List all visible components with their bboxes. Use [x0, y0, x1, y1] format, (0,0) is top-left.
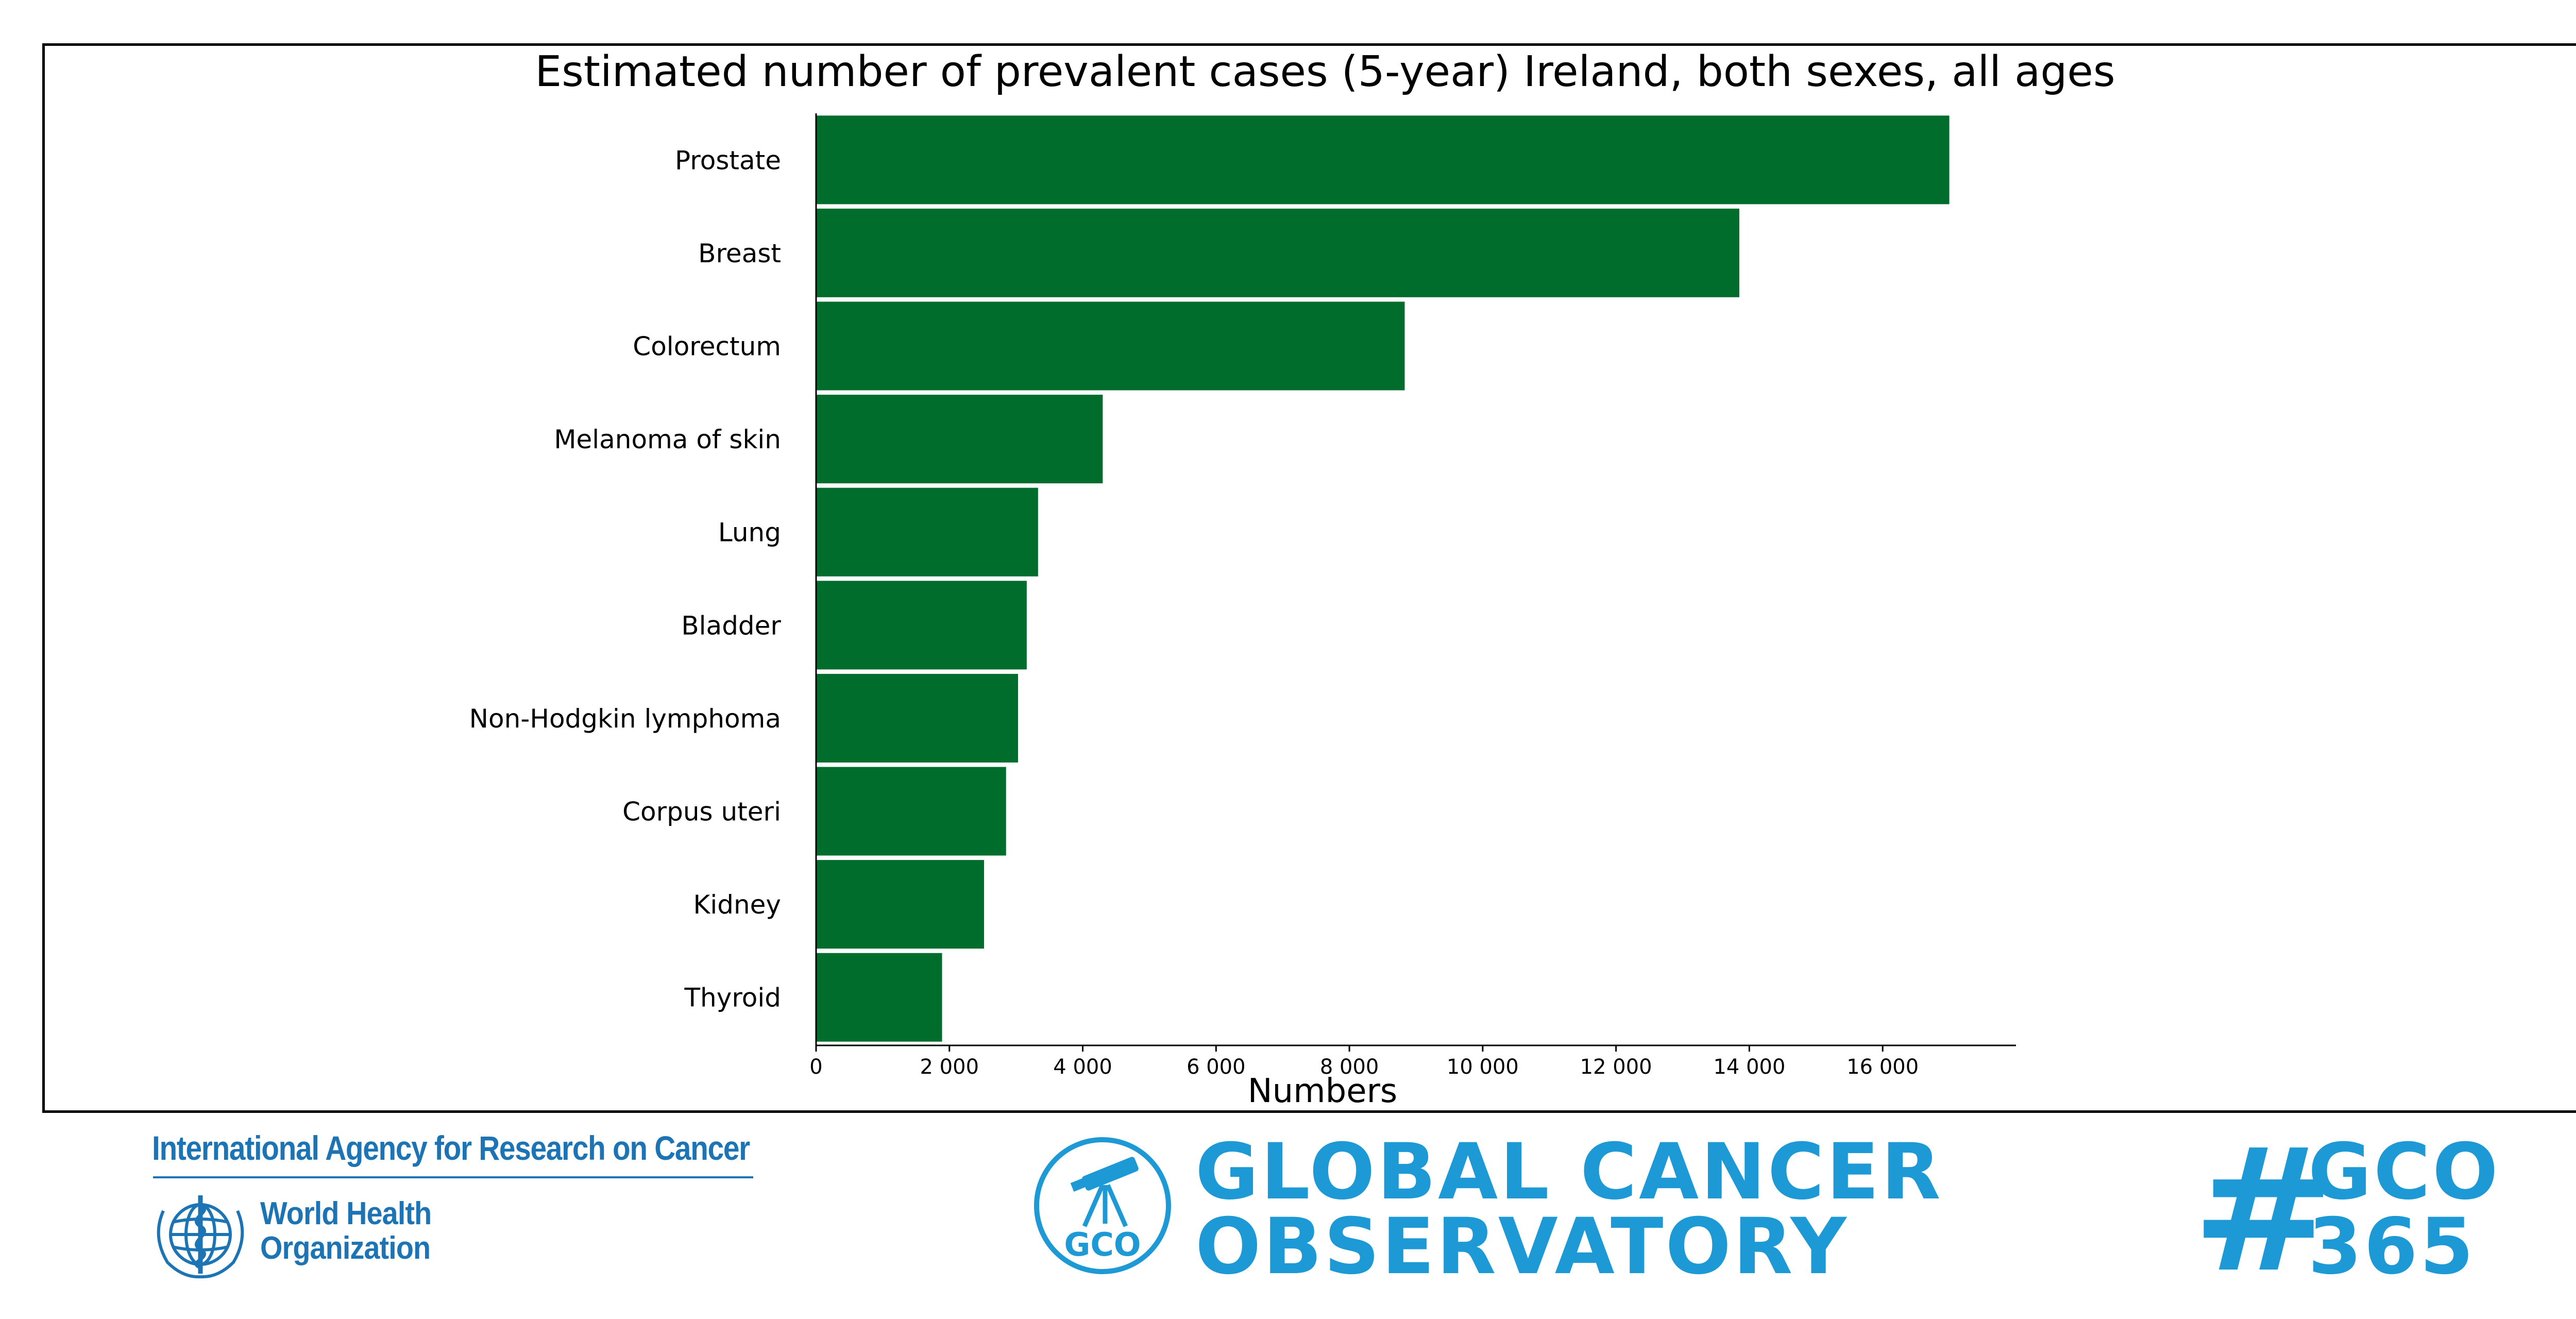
gco-badge-text: GCO — [1064, 1226, 1141, 1263]
bar-prostate — [816, 115, 1950, 205]
gco-telescope-logo-icon: GCO — [1034, 1137, 1171, 1274]
x-tick-label: 2 000 — [920, 1055, 979, 1079]
category-label: Bladder — [681, 611, 781, 640]
bar-lung — [816, 487, 1038, 577]
category-labels-group: Prostate Breast Colorectum Melanoma of skin… — [469, 145, 782, 1012]
category-label: Non-Hodgkin lymphoma — [469, 704, 781, 734]
bar-non-hodgkin-lymphoma — [816, 673, 1019, 763]
x-tick-label: 16 000 — [1846, 1055, 1919, 1079]
x-tick-label: 6 000 — [1187, 1055, 1246, 1079]
gco-title-line1: GLOBAL CANCER — [1195, 1127, 1943, 1217]
who-name-line1: World Health — [260, 1196, 432, 1231]
x-tick-label: 8 000 — [1320, 1055, 1379, 1079]
bar-bladder — [816, 581, 1027, 670]
x-tick-label: 0 — [809, 1055, 822, 1079]
x-tick-label: 10 000 — [1447, 1055, 1519, 1079]
iarc-divider — [153, 1176, 753, 1178]
x-axis-label: Numbers — [1248, 1072, 1397, 1110]
x-tick-label: 4 000 — [1053, 1055, 1112, 1079]
bar-thyroid — [816, 953, 942, 1042]
x-tick-label: 12 000 — [1580, 1055, 1652, 1079]
category-label: Breast — [698, 239, 781, 268]
bar-corpus-uteri — [816, 767, 1006, 856]
hashtag-line2: 365 — [2308, 1202, 2476, 1292]
bar-colorectum — [816, 301, 1405, 391]
x-tick-label: 14 000 — [1713, 1055, 1785, 1079]
x-axis: 0 2 000 4 000 6 000 8 000 10 000 12 000 14 000 1… — [809, 1045, 1919, 1079]
who-emblem-icon — [157, 1195, 244, 1279]
hashtag-line1: GCO — [2308, 1127, 2500, 1217]
bars-group — [816, 115, 1950, 1042]
gco-title-line2: OBSERVATORY — [1195, 1202, 1849, 1292]
hashtag-symbol: # — [2192, 1112, 2335, 1310]
category-label: Corpus uteri — [622, 797, 781, 827]
category-label: Colorectum — [633, 332, 781, 362]
category-label: Melanoma of skin — [554, 425, 781, 454]
category-label: Lung — [718, 518, 781, 548]
bar-breast — [816, 208, 1740, 297]
chart-title: Estimated number of prevalent cases (5-y… — [535, 47, 2115, 96]
chart-frame: Estimated number of prevalent cases (5-y… — [42, 43, 2576, 1113]
bar-chart: Estimated number of prevalent cases (5-y… — [469, 47, 2115, 1110]
category-label: Kidney — [693, 890, 781, 920]
bar-kidney — [816, 860, 985, 949]
category-label: Prostate — [675, 145, 781, 175]
category-label: Thyroid — [684, 983, 782, 1013]
who-name-line2: Organization — [260, 1230, 431, 1266]
bar-melanoma-of-skin — [816, 395, 1103, 484]
iarc-name: International Agency for Research on Can… — [152, 1129, 750, 1167]
